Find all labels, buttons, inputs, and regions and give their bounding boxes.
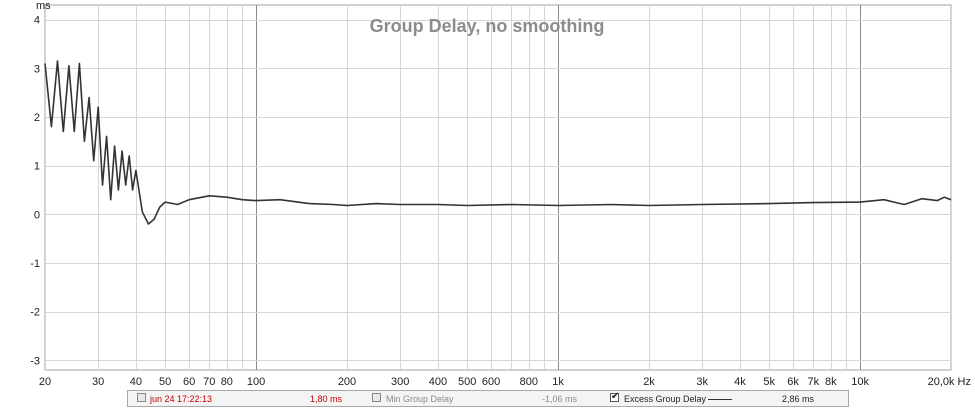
excess-group-delay-checkbox[interactable] (610, 392, 619, 402)
min-group-delay-label: Min Group Delay (386, 394, 454, 404)
x-tick-label: 50 (159, 376, 171, 388)
y-tick-label: -2 (30, 307, 40, 319)
x-tick-label: 80 (221, 376, 233, 388)
excess-group-delay-line-swatch (708, 399, 732, 400)
x-tick-label: 30 (92, 376, 104, 388)
x-tick-label: 5k (763, 376, 775, 388)
y-tick-label: -1 (30, 258, 40, 270)
series-line-excess-group-delay (44, 60, 952, 225)
x-tick-label: 7k (807, 376, 819, 388)
x-tick-label: 4k (734, 376, 746, 388)
y-tick-label: 1 (34, 161, 40, 173)
x-tick-label: 100 (247, 376, 265, 388)
y-tick-label: 4 (34, 15, 40, 27)
x-tick-label: 1k (552, 376, 564, 388)
x-tick-label: 300 (391, 376, 409, 388)
series-group (44, 60, 952, 225)
x-tick-label: 200 (338, 376, 356, 388)
x-tick-label: 6k (787, 376, 799, 388)
excess-group-delay-label: Excess Group Delay (624, 394, 707, 404)
measurement-checkbox[interactable] (137, 393, 146, 402)
y-tick-label: -3 (30, 355, 40, 367)
x-tick-label: 800 (520, 376, 538, 388)
x-axis-tick-labels: 20 30 40 50 60 70 80 100 200 300 400 500 600 800 1k 2k 3… (39, 376, 971, 388)
y-axis-tick-labels: 4 3 2 1 0 -1 -2 -3 (30, 15, 40, 368)
min-group-delay-checkbox[interactable] (372, 393, 381, 402)
x-tick-label: 20 (39, 376, 51, 388)
legend-bar: jun 24 17:22:13 1,80 ms Min Group Delay … (127, 390, 849, 407)
plot-background (44, 4, 952, 371)
measurement-label: jun 24 17:22:13 (150, 394, 213, 404)
x-tick-label: 400 (429, 376, 447, 388)
chart-title: Group Delay, no smoothing (370, 16, 605, 36)
excess-group-delay-value: 2,86 ms (782, 394, 815, 404)
x-tick-label: 3k (696, 376, 708, 388)
grid-lines (45, 5, 952, 370)
min-group-delay-value: -1,06 ms (542, 394, 578, 404)
x-tick-label: 40 (130, 376, 142, 388)
x-tick-label: 60 (183, 376, 195, 388)
x-tick-label: 2k (643, 376, 655, 388)
y-tick-label: 2 (34, 112, 40, 124)
y-tick-label: 0 (34, 209, 40, 221)
y-axis-unit-label: ms (36, 0, 51, 12)
x-tick-label: 20,0k Hz (928, 376, 971, 388)
y-tick-label: 3 (34, 63, 40, 75)
x-tick-label: 600 (482, 376, 500, 388)
x-tick-label: 500 (458, 376, 476, 388)
x-tick-label: 8k (825, 376, 837, 388)
x-tick-label: 70 (203, 376, 215, 388)
x-tick-label: 10k (851, 376, 869, 388)
measurement-value: 1,80 ms (310, 394, 343, 404)
